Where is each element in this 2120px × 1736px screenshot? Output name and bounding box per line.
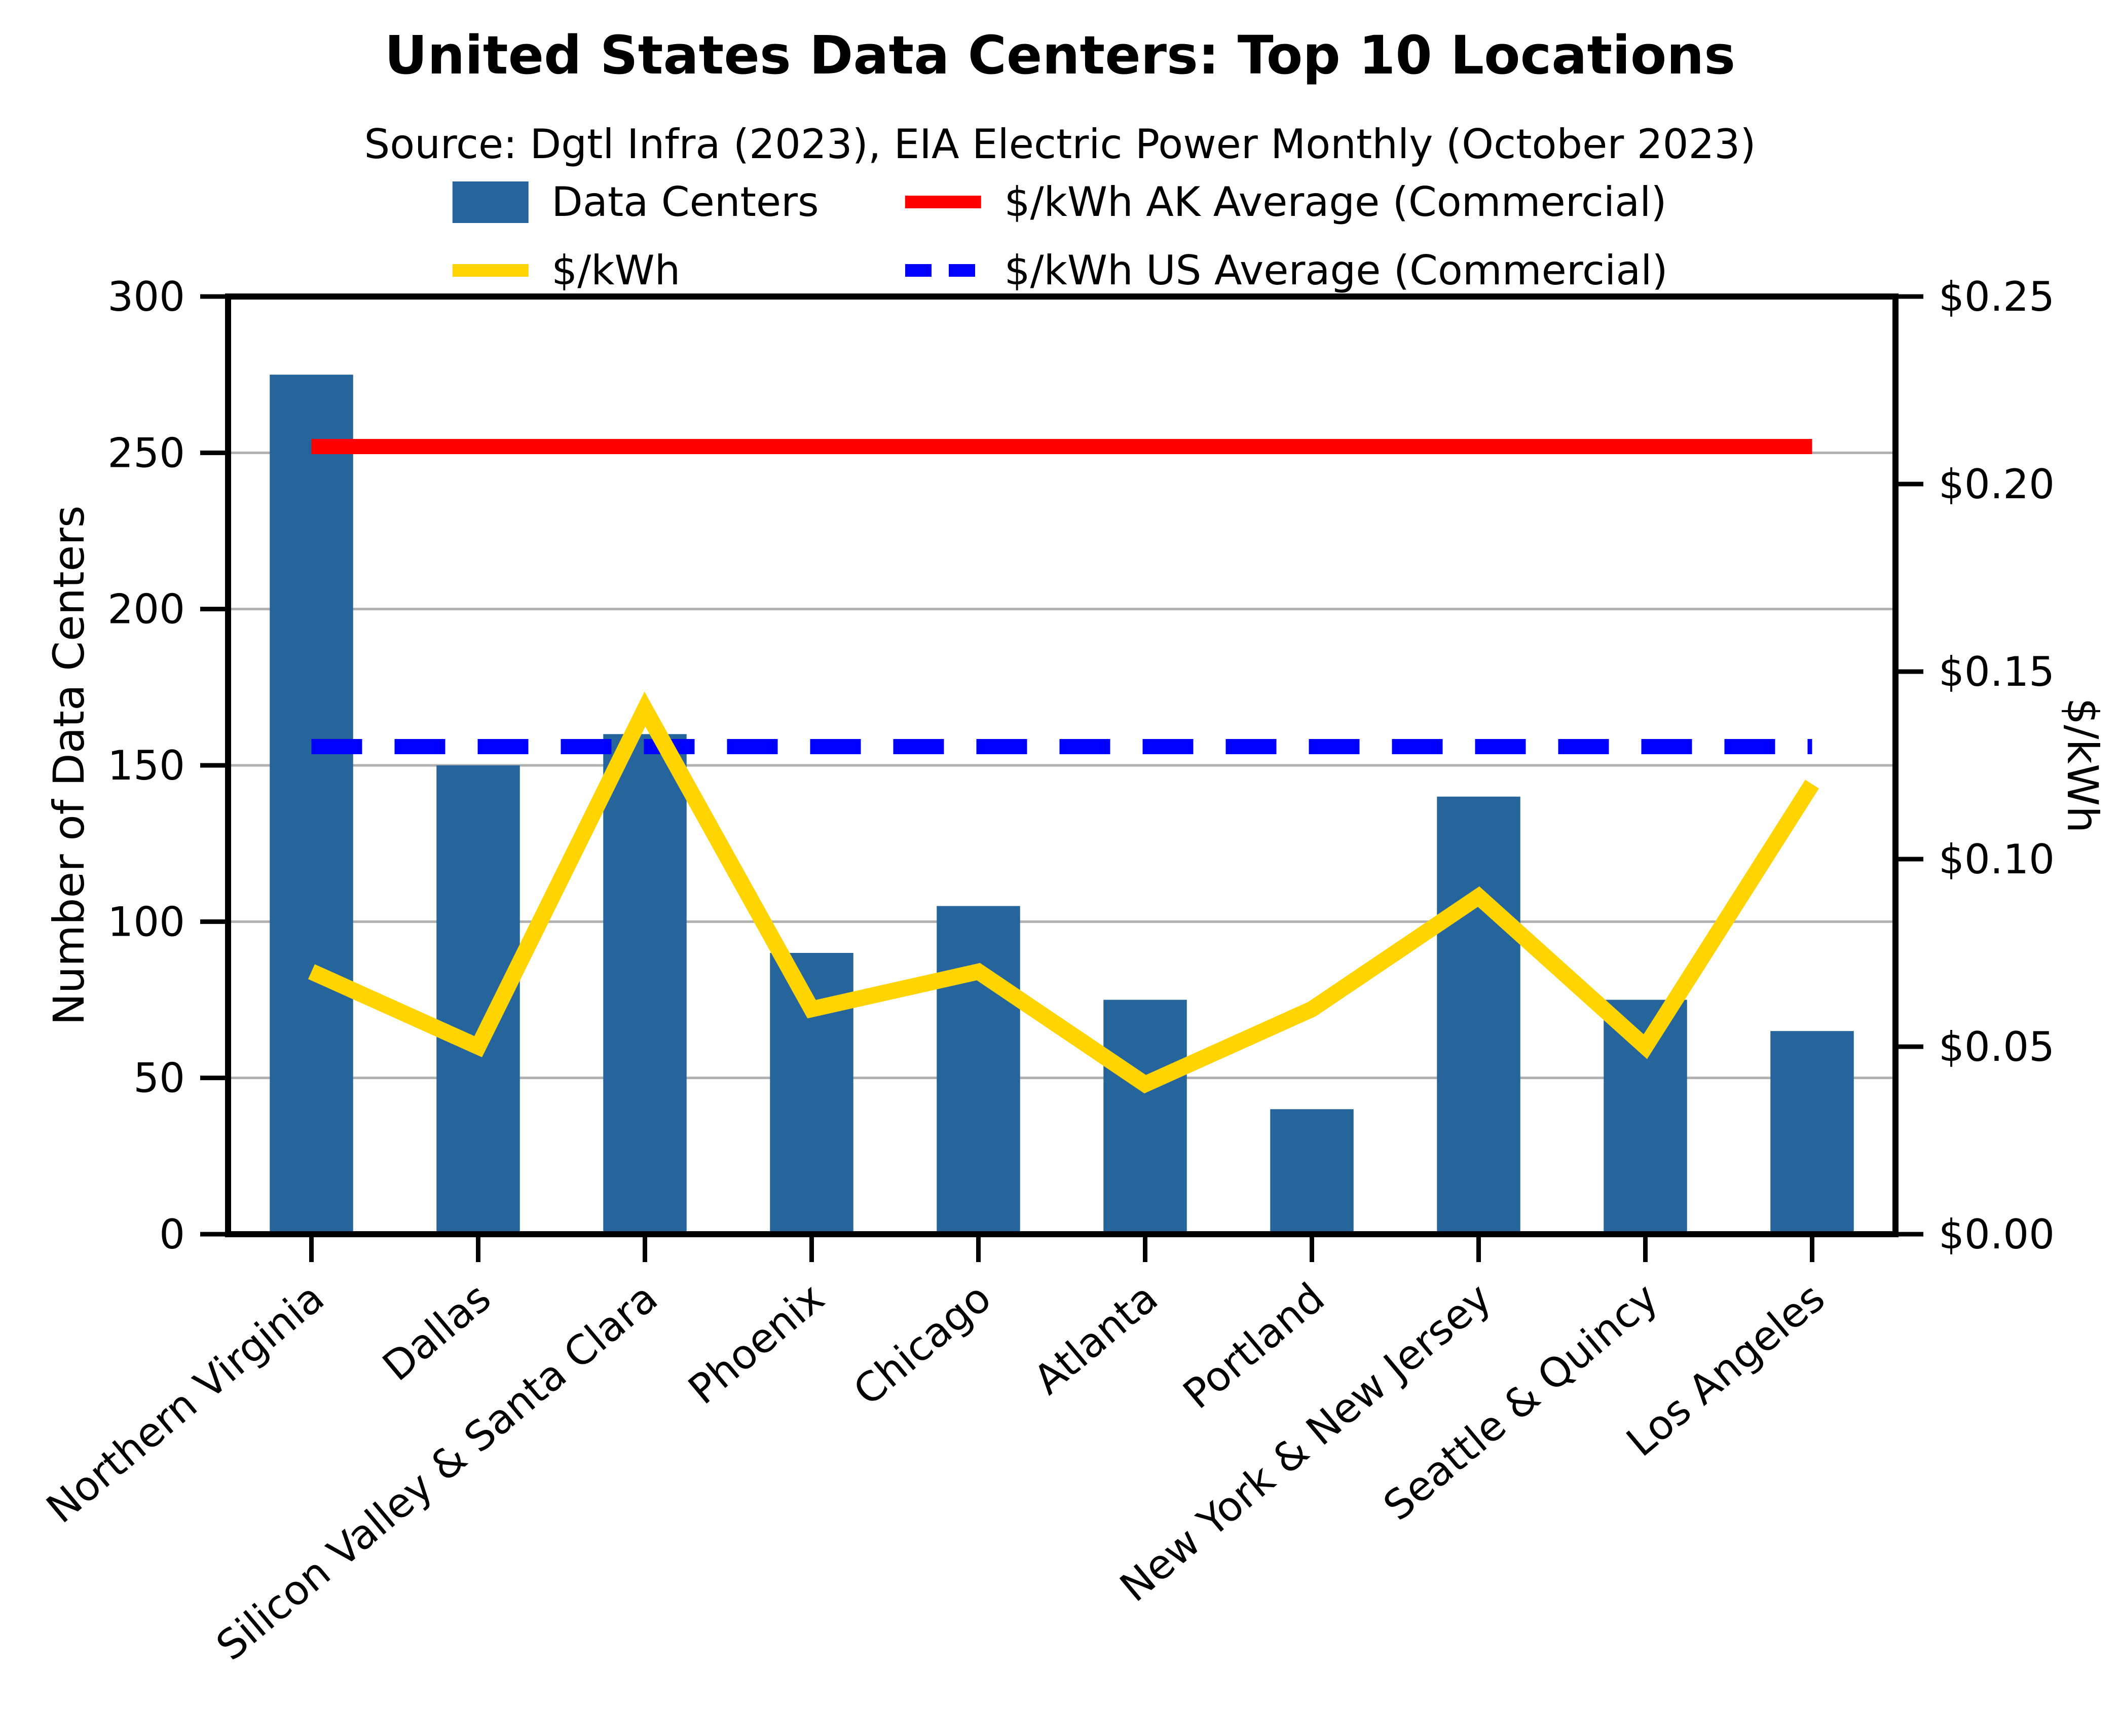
y-tick-label-left: 200 [107, 586, 185, 633]
chart-legend: Data Centers $/kWh AK Average (Commercial… [452, 178, 1668, 294]
y-tick-label-left: 100 [107, 898, 185, 945]
bar-silicon-valley-santa-clara [603, 734, 687, 1234]
legend-label: Data Centers [551, 178, 819, 226]
y-tick-label-left: 250 [107, 429, 185, 476]
bar-portland [1270, 1109, 1354, 1234]
axis-label-right: $/kWh [2058, 698, 2107, 833]
x-tick-label-1: Dallas [374, 1274, 500, 1390]
y-tick-label-right: $0.20 [1939, 461, 2055, 508]
legend-label: $/kWh [551, 247, 681, 294]
y-tick-label-right: $0.15 [1939, 648, 2055, 695]
y-tick-label-left: 50 [133, 1055, 185, 1102]
y-tick-label-right: $0.00 [1939, 1211, 2055, 1258]
x-tick-label-8: Seattle & Quincy [1374, 1274, 1666, 1530]
y-tick-label-left: 300 [107, 273, 185, 320]
bar-northern-virginia [270, 375, 353, 1234]
x-tick-label-4: Chicago [845, 1274, 1000, 1415]
legend-item-2: $/kWh [452, 247, 819, 294]
y-tick-label-left: 0 [159, 1211, 185, 1258]
bar-chicago [937, 906, 1020, 1234]
y-tick-label-right: $0.10 [1939, 836, 2055, 883]
legend-swatch-line-icon [452, 264, 529, 277]
legend-label: $/kWh US Average (Commercial) [1004, 247, 1668, 294]
legend-item-3: $/kWh US Average (Commercial) [905, 247, 1668, 294]
axis-label-left: Number of Data Centers [44, 505, 94, 1025]
bar-new-york-new-jersey [1437, 796, 1520, 1234]
legend-item-1: $/kWh AK Average (Commercial) [905, 178, 1668, 226]
x-tick-label-6: Portland [1174, 1274, 1333, 1418]
kwh-line [308, 691, 1819, 1094]
legend-swatch-dashed-line-icon [905, 264, 981, 277]
y-tick-label-right: $0.05 [1939, 1023, 2055, 1070]
y-tick-label-left: 150 [107, 742, 185, 789]
x-tick-label-3: Phoenix [680, 1274, 833, 1413]
legend-item-0: Data Centers [452, 178, 819, 226]
chart-subtitle: Source: Dgtl Infra (2023), EIA Electric … [364, 121, 1756, 168]
legend-swatch-patch-icon [452, 181, 529, 223]
legend-label: $/kWh AK Average (Commercial) [1004, 178, 1667, 226]
x-tick-label-5: Atlanta [1025, 1274, 1167, 1403]
x-tick-label-0: Northern Virginia [38, 1274, 332, 1532]
legend-swatch-line-icon [905, 196, 981, 208]
chart-title: United States Data Centers: Top 10 Locat… [384, 24, 1736, 86]
y-tick-label-right: $0.25 [1939, 273, 2055, 320]
bar-los-angeles [1770, 1031, 1854, 1234]
bar-atlanta [1103, 1000, 1187, 1234]
